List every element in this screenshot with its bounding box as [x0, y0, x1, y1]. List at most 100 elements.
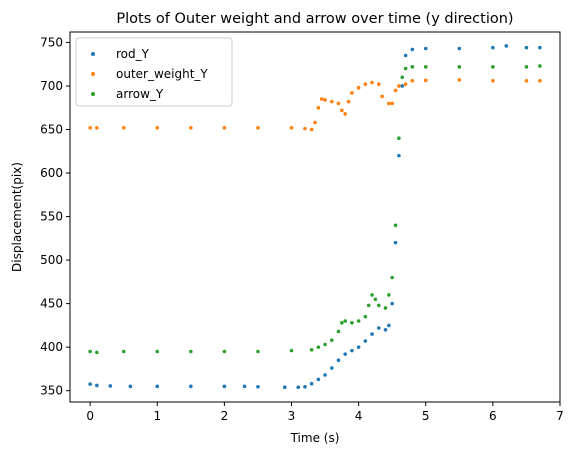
- data-point: [189, 384, 193, 389]
- data-point: [323, 342, 327, 347]
- data-point: [289, 348, 294, 353]
- data-point: [350, 91, 354, 95]
- x-tick-label: 7: [556, 409, 564, 423]
- data-point: [397, 136, 401, 141]
- data-point: [400, 84, 405, 88]
- x-tick-label: 3: [288, 409, 296, 423]
- data-point: [340, 320, 344, 325]
- data-point: [376, 303, 381, 308]
- data-point: [155, 349, 160, 354]
- data-point: [397, 84, 401, 88]
- y-tick-label: 350: [40, 384, 63, 398]
- legend: rod_Y outer_weight_Y arrow_Y: [75, 37, 233, 107]
- data-point: [387, 293, 391, 297]
- data-point: [390, 101, 394, 106]
- data-point: [346, 99, 351, 104]
- data-point: [403, 53, 408, 58]
- data-point: [256, 125, 260, 130]
- data-point: [393, 88, 398, 93]
- data-point: [329, 99, 334, 104]
- legend-box: [75, 37, 233, 107]
- series-outer-weight-y: [88, 78, 542, 132]
- data-point: [189, 125, 193, 130]
- data-point: [222, 125, 227, 130]
- y-tick-label: 600: [40, 166, 63, 180]
- data-point: [370, 80, 374, 85]
- x-axis-label: Time (s): [290, 431, 340, 445]
- data-point: [343, 112, 348, 116]
- data-point: [538, 78, 542, 83]
- data-point: [376, 326, 381, 330]
- legend-marker: [91, 72, 95, 76]
- data-point: [423, 65, 428, 69]
- data-point: [95, 350, 99, 355]
- data-point: [316, 345, 321, 349]
- data-point: [329, 366, 334, 370]
- data-point: [491, 45, 495, 50]
- data-point: [410, 78, 415, 83]
- data-point: [393, 223, 398, 228]
- x-axis: 0 1 2 3 4 5 6 7: [86, 402, 564, 423]
- data-point: [343, 352, 348, 356]
- data-point: [390, 301, 394, 306]
- y-tick-label: 500: [40, 253, 63, 267]
- plot-area: [88, 44, 542, 390]
- data-point: [376, 82, 381, 87]
- x-tick-label: 2: [221, 409, 229, 423]
- data-point: [121, 349, 126, 354]
- data-point: [350, 348, 354, 353]
- y-tick-label: 650: [40, 123, 63, 137]
- data-point: [457, 78, 462, 82]
- data-point: [504, 44, 509, 48]
- data-point: [256, 349, 260, 354]
- data-point: [88, 125, 92, 130]
- series-rod-y: [88, 44, 542, 390]
- data-point: [95, 125, 99, 130]
- data-point: [329, 338, 334, 342]
- chart-title: Plots of Outer weight and arrow over tim…: [116, 11, 513, 27]
- data-point: [457, 65, 462, 69]
- data-point: [309, 381, 314, 386]
- y-axis-label: Displacement(pix): [10, 162, 24, 272]
- data-point: [88, 382, 92, 386]
- data-point: [363, 82, 368, 87]
- data-point: [538, 45, 542, 50]
- data-point: [423, 46, 428, 51]
- legend-label: rod_Y: [116, 47, 150, 61]
- x-tick-label: 0: [86, 409, 94, 423]
- y-tick-label: 450: [40, 297, 63, 311]
- y-axis: 350 400 450 500 550 600 650 700 750: [40, 35, 70, 398]
- data-point: [343, 319, 348, 323]
- data-point: [383, 327, 388, 332]
- data-point: [387, 101, 391, 106]
- data-point: [189, 349, 193, 354]
- y-tick-label: 700: [40, 79, 63, 93]
- data-point: [387, 323, 391, 328]
- x-tick-label: 1: [153, 409, 161, 423]
- legend-label: arrow_Y: [116, 87, 164, 101]
- data-point: [323, 98, 327, 102]
- data-point: [282, 385, 287, 390]
- data-point: [356, 85, 361, 90]
- data-point: [256, 384, 260, 389]
- data-point: [222, 384, 227, 389]
- data-point: [524, 65, 529, 69]
- data-point: [155, 384, 160, 389]
- data-point: [383, 306, 388, 310]
- data-point: [336, 101, 341, 106]
- data-point: [88, 349, 92, 354]
- data-point: [403, 66, 408, 71]
- data-point: [403, 82, 408, 87]
- data-point: [316, 377, 321, 382]
- data-point: [393, 240, 398, 245]
- data-point: [363, 339, 368, 343]
- data-point: [380, 94, 384, 99]
- data-point: [313, 120, 317, 125]
- data-point: [524, 45, 529, 50]
- data-point: [303, 384, 307, 389]
- legend-marker: [91, 92, 95, 96]
- data-point: [316, 105, 321, 110]
- data-point: [340, 108, 344, 113]
- data-point: [289, 125, 294, 130]
